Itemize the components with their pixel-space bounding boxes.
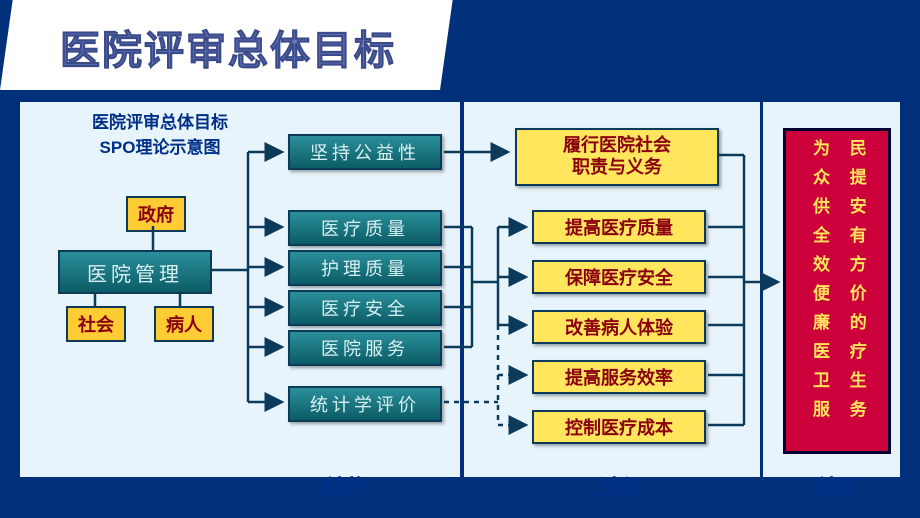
mid-box-0: 坚持公益性 <box>288 134 442 170</box>
section-label-structure: 结构 <box>320 470 364 502</box>
tag-gov: 政府 <box>126 196 186 232</box>
proc-big-l2: 职责与义务 <box>572 157 662 179</box>
section-label-result: 结果 <box>812 470 856 502</box>
diagram-canvas: 医院评审总体目标 SPO理论示意图 政府 医院管理 社会 病人 坚持公益性 医疗… <box>20 102 900 502</box>
subtitle-l1: 医院评审总体目标 <box>92 113 228 132</box>
tag-society: 社会 <box>66 306 126 342</box>
tag-patient: 病人 <box>154 306 214 342</box>
result-col-0: 为众供全效便廉医卫服 <box>809 139 828 451</box>
page-title: 医院评审总体目标 <box>60 18 396 76</box>
mid-box-4: 医院服务 <box>288 330 442 366</box>
proc-row-2: 改善病人体验 <box>532 310 706 344</box>
proc-big-l1: 履行医院社会 <box>563 135 671 157</box>
proc-row-0: 提高医疗质量 <box>532 210 706 244</box>
proc-row-1: 保障医疗安全 <box>532 260 706 294</box>
proc-big: 履行医院社会 职责与义务 <box>515 128 719 186</box>
mid-box-3: 医疗安全 <box>288 290 442 326</box>
mid-box-5: 统计学评价 <box>288 386 442 422</box>
mid-box-1: 医疗质量 <box>288 210 442 246</box>
root-hospital-mgmt: 医院管理 <box>58 250 212 294</box>
section-label-process: 过程 <box>593 470 637 502</box>
page-root: 医院评审总体目标 医院评审总体目标 SPO理论示意图 政府 医院管理 社会 病人… <box>0 0 920 518</box>
mid-box-2: 护理质量 <box>288 250 442 286</box>
proc-row-4: 控制医疗成本 <box>532 410 706 444</box>
proc-row-3: 提高服务效率 <box>532 360 706 394</box>
subtitle-l2: SPO理论示意图 <box>50 133 270 158</box>
result-col-1: 民提安有方价的疗生务 <box>846 139 865 451</box>
subtitle: 医院评审总体目标 SPO理论示意图 <box>50 108 270 158</box>
result-panel: 为众供全效便廉医卫服 民提安有方价的疗生务 <box>783 128 891 454</box>
